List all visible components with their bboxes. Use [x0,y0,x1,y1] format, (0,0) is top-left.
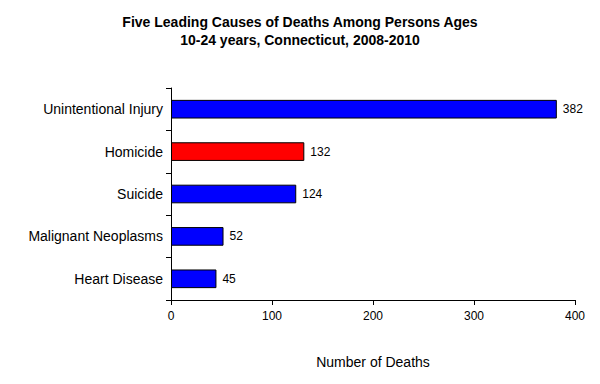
svg-text:Number of Deaths: Number of Deaths [316,354,430,370]
svg-text:382: 382 [563,102,583,116]
svg-text:0: 0 [168,309,175,323]
svg-text:100: 100 [262,309,282,323]
svg-text:Malignant Neoplasms: Malignant Neoplasms [28,228,163,244]
svg-text:Heart Disease: Heart Disease [74,271,163,287]
svg-text:132: 132 [310,145,330,159]
svg-text:52: 52 [230,229,244,243]
svg-text:10-24 years, Connecticut, 2008: 10-24 years, Connecticut, 2008-2010 [180,32,420,48]
svg-text:124: 124 [302,187,322,201]
svg-text:Suicide: Suicide [117,186,163,202]
svg-text:300: 300 [464,309,484,323]
svg-text:Unintentional Injury: Unintentional Injury [43,101,163,117]
svg-text:200: 200 [363,309,383,323]
svg-text:45: 45 [222,272,236,286]
svg-text:Homicide: Homicide [105,144,164,160]
svg-text:Five Leading Causes of Deaths: Five Leading Causes of Deaths Among Pers… [122,14,477,30]
svg-text:400: 400 [565,309,585,323]
